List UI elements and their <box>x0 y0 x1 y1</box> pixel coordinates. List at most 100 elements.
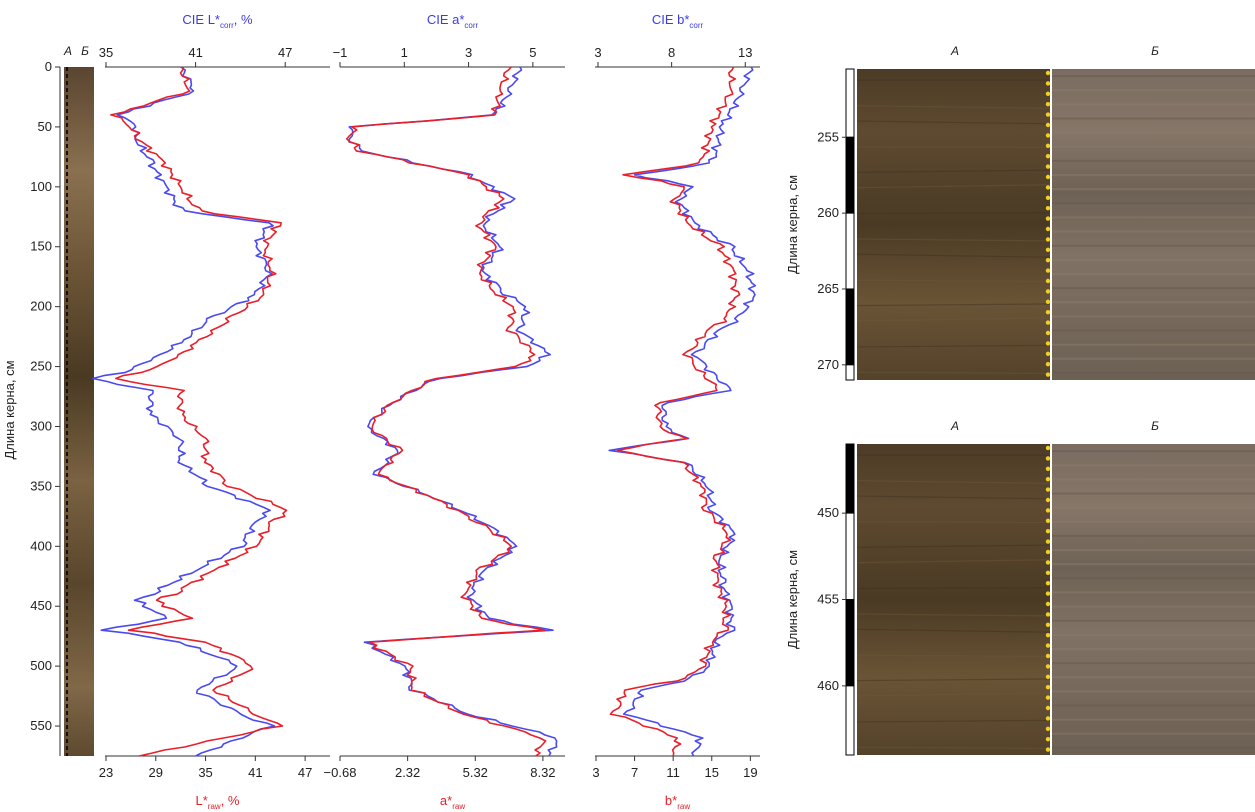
bottom-tick-label: 2.32 <box>395 765 420 780</box>
depth-tick-label: 150 <box>30 239 52 254</box>
core-lamina <box>856 719 1051 723</box>
divider-dot <box>1045 341 1051 346</box>
bottom-tick-label: 7 <box>631 765 638 780</box>
top-axis-title-main: CIE L* <box>182 12 220 27</box>
divider-dot <box>1045 529 1051 534</box>
divider-dot <box>1045 466 1051 471</box>
divider-dot <box>1045 112 1051 117</box>
photo-tick-label: 270 <box>817 357 839 372</box>
divider-dot <box>1045 81 1051 86</box>
panel-b: 3 8 13 CIE b*corr 3 7 11 15 19 b*raw <box>592 12 760 811</box>
divider-dot <box>1045 726 1051 731</box>
bottom-tick-label: 19 <box>743 765 757 780</box>
photo-col-label-b: Б <box>1151 419 1159 433</box>
divider-dot <box>1045 591 1051 596</box>
series-line-red <box>110 66 288 757</box>
core-lamina <box>856 746 1051 750</box>
photo-panels: А Б Длина керна, см 255 260 265 270 А Б Длина кер… <box>785 44 1255 756</box>
scale-bar-segment <box>845 443 855 514</box>
bottom-tick-label: 29 <box>149 765 163 780</box>
core-strip-label-a: А <box>63 44 72 58</box>
divider-dot <box>1045 206 1051 211</box>
bottom-tick-label: 35 <box>198 765 212 780</box>
depth-tick-label: 300 <box>30 418 52 433</box>
scale-bar-segment <box>845 288 855 366</box>
core-photo <box>857 444 1050 755</box>
divider-dot <box>1045 445 1051 451</box>
divider-dot <box>1045 258 1051 263</box>
divider-dot <box>1045 247 1051 252</box>
divider-dot <box>1045 185 1051 190</box>
bottom-axis-title: L*raw, % <box>196 793 240 811</box>
top-axis-title: CIE a*corr <box>427 12 479 30</box>
divider-dot <box>1045 497 1051 503</box>
divider-dot <box>1045 601 1051 607</box>
bottom-axis-title-sub: raw <box>677 802 690 811</box>
divider-dot <box>1045 737 1051 742</box>
divider-dot <box>1045 174 1051 180</box>
bottom-tick-label: 23 <box>99 765 113 780</box>
bottom-tick-label: 5.32 <box>463 765 488 780</box>
photo-tick-label: 255 <box>817 129 839 144</box>
depth-tick-label: 100 <box>30 179 52 194</box>
core-lamina <box>856 678 1051 682</box>
bottom-tick-label: −0.68 <box>324 765 357 780</box>
top-axis-title-sub: corr <box>220 21 234 30</box>
depth-tick-label: 500 <box>30 658 52 673</box>
series-line-blue <box>92 66 276 757</box>
bottom-tick-label: 8.32 <box>530 765 555 780</box>
divider-dot <box>1045 320 1051 325</box>
divider-dot <box>1045 310 1051 315</box>
core-lamina <box>856 105 1051 109</box>
top-axis-title-sub: corr <box>689 21 703 30</box>
depth-tick-label: 0 <box>45 59 52 74</box>
depth-tick-label: 250 <box>30 359 52 374</box>
core-photo <box>857 69 1050 380</box>
divider-dot <box>1045 622 1051 627</box>
core-lamina <box>856 253 1051 258</box>
scale-bar-segment <box>845 512 855 600</box>
scale-bar-segment <box>845 364 855 381</box>
depth-tick-label: 200 <box>30 299 52 314</box>
bottom-tick-label: 3 <box>592 765 599 780</box>
divider-dot <box>1045 268 1051 273</box>
bottom-axis-title-main: L* <box>196 793 208 808</box>
divider-dot <box>1045 633 1051 638</box>
divider-dot <box>1045 164 1051 169</box>
scale-bar-segment <box>845 212 855 290</box>
color-scan <box>1052 69 1255 380</box>
core-lamina <box>856 184 1051 189</box>
photo-tick-label: 265 <box>817 281 839 296</box>
top-tick-label: 5 <box>529 45 536 60</box>
depth-axis-label: Длина керна, см <box>2 360 17 459</box>
bottom-tick-label: 15 <box>705 765 719 780</box>
top-tick-label: 35 <box>99 45 113 60</box>
scale-bar-segment <box>845 599 855 687</box>
divider-dot <box>1045 705 1051 711</box>
core-lamina <box>856 495 1051 500</box>
top-tick-label: 8 <box>668 45 675 60</box>
divider-dot <box>1045 581 1051 586</box>
divider-dot <box>1045 612 1051 617</box>
core-strip-image <box>64 67 94 756</box>
divider-dot <box>1045 560 1051 565</box>
top-tick-label: 3 <box>465 45 472 60</box>
core-lamina <box>856 613 1051 617</box>
divider-dot <box>1045 154 1051 159</box>
divider-dot <box>1045 487 1051 492</box>
divider-dot <box>1045 226 1051 232</box>
core-lamina <box>856 371 1051 375</box>
divider-dot <box>1045 91 1051 97</box>
divider-dot <box>1045 299 1051 304</box>
core-lamina <box>856 303 1051 307</box>
depth-tick-label: 400 <box>30 538 52 553</box>
divider-dot <box>1045 539 1051 544</box>
series-line-red <box>346 66 547 757</box>
top-tick-label: 1 <box>401 45 408 60</box>
bottom-axis-title-main: b* <box>665 793 677 808</box>
divider-dot <box>1045 653 1051 659</box>
divider-dot <box>1045 372 1051 377</box>
divider-dot <box>1045 237 1051 242</box>
core-lamina <box>856 544 1051 548</box>
